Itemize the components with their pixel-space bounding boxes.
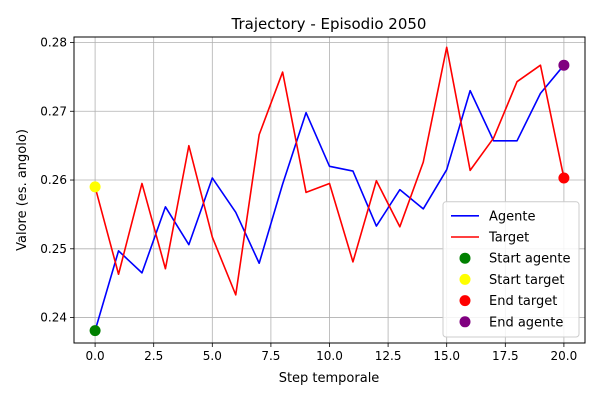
marker-start-target [89, 181, 101, 193]
x-tick-label: 7.5 [261, 349, 280, 363]
x-tick-label: 5.0 [203, 349, 222, 363]
legend-swatch-dot [459, 316, 471, 328]
x-axis-label: Step temporale [279, 371, 380, 386]
y-axis-label: Valore (es. angolo) [15, 129, 30, 251]
legend-box [442, 201, 580, 338]
axis-ticks: 0.0 2.5 5.0 7.5 10.0 12.5 15.0 17.5 20.0 0.24 0.25… [40, 36, 577, 363]
legend-label: Start agente [489, 252, 570, 267]
marker-start-agente [89, 325, 101, 337]
y-tick-label: 0.26 [40, 173, 67, 187]
y-tick-label: 0.27 [40, 104, 67, 118]
axes-frame [73, 36, 586, 344]
chart-title: Trajectory - Episodio 2050 [231, 15, 427, 33]
legend-label: Target [488, 231, 529, 246]
legend-label: Agente [489, 209, 535, 224]
x-tick-label: 0.0 [86, 349, 105, 363]
legend-swatch-dot [459, 295, 471, 307]
legend-label: Start target [489, 273, 564, 288]
endpoint-markers [89, 59, 570, 337]
y-tick-label: 0.25 [40, 242, 67, 256]
legend-label: End target [489, 294, 557, 309]
legend: Agente Target Start agente Start target End … [442, 201, 580, 338]
series-line-target [94, 46, 565, 296]
series-line-agente [94, 64, 565, 331]
marker-end-agente [558, 59, 570, 71]
y-tick-label: 0.28 [40, 36, 67, 50]
legend-swatch-dot [459, 273, 471, 285]
legend-swatch-dot [459, 252, 471, 264]
y-tick-label: 0.24 [40, 311, 67, 325]
legend-label: End agente [489, 315, 563, 330]
x-tick-label: 15.0 [433, 349, 460, 363]
series-lines [94, 46, 565, 331]
x-tick-label: 2.5 [144, 349, 163, 363]
x-tick-label: 10.0 [316, 349, 343, 363]
x-tick-label: 20.0 [551, 349, 578, 363]
marker-end-target [558, 172, 570, 184]
x-tick-label: 12.5 [375, 349, 402, 363]
x-tick-label: 17.5 [492, 349, 519, 363]
